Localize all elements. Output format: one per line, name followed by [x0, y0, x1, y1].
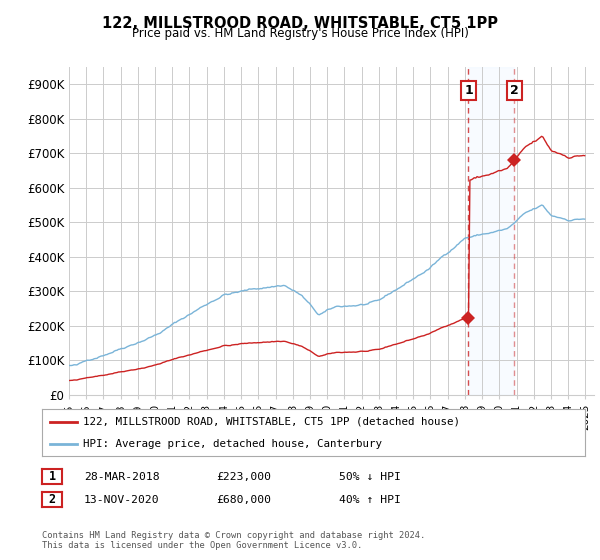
Text: HPI: Average price, detached house, Canterbury: HPI: Average price, detached house, Cant… — [83, 438, 382, 449]
Text: £223,000: £223,000 — [216, 472, 271, 482]
Bar — [469, 67, 514, 395]
Text: 122, MILLSTROOD ROAD, WHITSTABLE, CT5 1PP (detached house): 122, MILLSTROOD ROAD, WHITSTABLE, CT5 1P… — [83, 417, 460, 427]
Text: 1: 1 — [464, 83, 473, 97]
Text: 28-MAR-2018: 28-MAR-2018 — [84, 472, 160, 482]
Text: 40% ↑ HPI: 40% ↑ HPI — [339, 494, 401, 505]
Text: 2: 2 — [49, 493, 56, 506]
Text: 50% ↓ HPI: 50% ↓ HPI — [339, 472, 401, 482]
Text: 13-NOV-2020: 13-NOV-2020 — [84, 494, 160, 505]
Text: 1: 1 — [49, 470, 56, 483]
Text: Price paid vs. HM Land Registry's House Price Index (HPI): Price paid vs. HM Land Registry's House … — [131, 27, 469, 40]
Text: 122, MILLSTROOD ROAD, WHITSTABLE, CT5 1PP: 122, MILLSTROOD ROAD, WHITSTABLE, CT5 1P… — [102, 16, 498, 31]
Text: £680,000: £680,000 — [216, 494, 271, 505]
Text: 2: 2 — [510, 83, 519, 97]
Text: Contains HM Land Registry data © Crown copyright and database right 2024.
This d: Contains HM Land Registry data © Crown c… — [42, 531, 425, 550]
